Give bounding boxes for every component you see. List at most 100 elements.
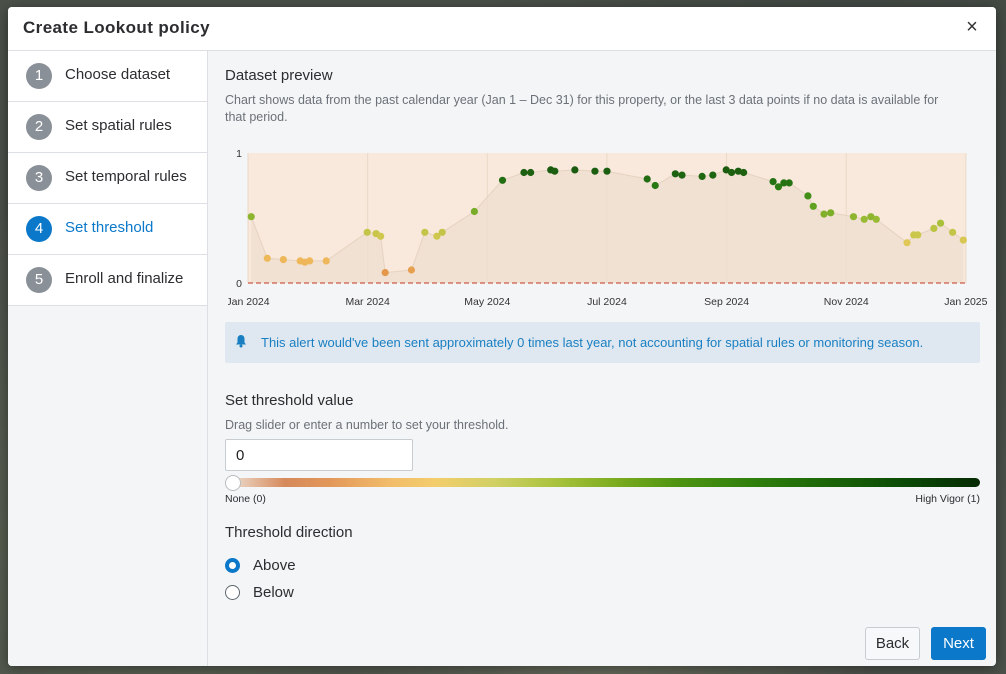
chart-point	[780, 179, 788, 187]
chart-point	[381, 269, 389, 277]
chart-point	[936, 219, 945, 227]
modal-header: Create Lookout policy ×	[8, 7, 996, 51]
slider-min-label: None (0)	[225, 493, 266, 505]
step-label: Set threshold	[65, 219, 154, 236]
bell-icon	[236, 335, 246, 348]
chart-point	[551, 167, 559, 175]
modal-title: Create Lookout policy	[23, 18, 210, 37]
chart-point	[377, 232, 385, 240]
step-label: Set spatial rules	[65, 117, 172, 134]
alert-banner: This alert would've been sent approximat…	[225, 322, 980, 363]
radio-label-below: Below	[253, 584, 294, 601]
chart-point	[643, 175, 651, 183]
chart-point	[678, 171, 686, 179]
step-number: 5	[26, 267, 52, 293]
radio-above[interactable]	[225, 558, 240, 573]
chart-point	[498, 176, 507, 184]
radio-below[interactable]	[225, 585, 240, 600]
threshold-help-text: Drag slider or enter a number to set you…	[225, 418, 509, 432]
chart-y-tick-0: 0	[236, 278, 242, 290]
chart-x-tick-label: Nov 2024	[824, 296, 869, 308]
chart-point	[959, 236, 967, 244]
chart-x-tick-label: Sep 2024	[704, 296, 749, 308]
threshold-slider-track[interactable]	[225, 478, 980, 487]
dataset-preview-chart: 0 1 Jan 2024 Mar 2024 May 2024 Jul 2024 Sep 20…	[226, 143, 988, 313]
next-button[interactable]: Next	[931, 627, 986, 660]
chart-point	[527, 168, 535, 177]
chart-point	[930, 224, 938, 232]
chart-point	[774, 183, 783, 191]
chart-x-tick-label: May 2024	[464, 296, 510, 308]
chart-point	[769, 178, 777, 186]
chart-point	[671, 170, 679, 178]
step-set-threshold[interactable]: 4 Set threshold	[8, 204, 207, 255]
chart-point	[727, 168, 736, 177]
chart-point	[785, 179, 793, 187]
chart-point	[322, 257, 330, 265]
step-choose-dataset[interactable]: 1 Choose dataset	[8, 51, 207, 102]
chart-point	[363, 228, 371, 236]
chart-point	[407, 266, 416, 274]
chart-x-tick-label: Jul 2024	[587, 296, 627, 308]
slider-max-label: High Vigor (1)	[915, 493, 980, 505]
chart-x-tick-label: Jan 2024	[228, 296, 270, 308]
step-number: 3	[26, 165, 52, 191]
step-set-temporal-rules[interactable]: 3 Set temporal rules	[8, 153, 207, 204]
step-set-spatial-rules[interactable]: 2 Set spatial rules	[8, 102, 207, 153]
threshold-value-title: Set threshold value	[225, 392, 354, 409]
chart-point	[247, 213, 255, 221]
dataset-preview-title: Dataset preview	[225, 67, 333, 84]
chart-point	[591, 167, 599, 175]
step-number: 1	[26, 63, 52, 89]
step-enroll-and-finalize[interactable]: 5 Enroll and finalize	[8, 255, 207, 306]
alert-text: This alert would've been sent approximat…	[261, 335, 924, 350]
chart-point	[651, 181, 659, 190]
chart-point	[867, 213, 875, 221]
preview-description-line-2: that period.	[225, 110, 288, 124]
threshold-slider-handle[interactable]	[225, 475, 241, 491]
chart-point	[722, 166, 730, 174]
step-label: Set temporal rules	[65, 168, 187, 185]
create-policy-modal: Create Lookout policy × 1 Choose dataset…	[8, 7, 996, 666]
chart-y-tick-1: 1	[236, 148, 242, 160]
chart-point	[470, 207, 478, 216]
chart-area	[251, 169, 964, 283]
chart-point	[804, 192, 812, 200]
chart-point	[860, 215, 868, 223]
chart-point	[571, 166, 579, 174]
chart-point	[827, 209, 835, 217]
chart-svg: 0 1 Jan 2024 Mar 2024 May 2024 Jul 2024 Sep 20…	[226, 148, 987, 308]
chart-point	[279, 256, 287, 264]
radio-label-above: Above	[253, 557, 296, 574]
chart-point	[849, 213, 858, 221]
chart-point	[740, 168, 748, 177]
chart-point	[433, 232, 441, 240]
chart-point	[421, 228, 429, 236]
step-label: Choose dataset	[65, 66, 171, 83]
chart-point	[306, 257, 314, 265]
threshold-step-content: Dataset preview Chart shows data from th…	[208, 51, 996, 666]
chart-point	[914, 231, 922, 239]
threshold-value-input[interactable]	[225, 439, 413, 471]
chart-point	[872, 215, 880, 223]
chart-point	[809, 202, 817, 210]
step-number: 2	[26, 114, 52, 140]
chart-x-tick-label: Jan 2025	[944, 296, 987, 308]
chart-point	[949, 228, 957, 236]
step-number: 4	[26, 216, 52, 242]
chart-point	[263, 254, 271, 262]
preview-description-line-1: Chart shows data from the past calendar …	[225, 93, 939, 107]
back-button[interactable]: Back	[865, 627, 920, 660]
chart-point	[820, 210, 828, 218]
chart-point	[520, 168, 528, 177]
close-icon[interactable]: ×	[966, 16, 978, 38]
chart-x-tick-label: Mar 2024	[345, 296, 390, 308]
chart-point	[903, 239, 911, 247]
steps-sidebar: 1 Choose dataset 2 Set spatial rules 3 S…	[8, 51, 208, 666]
threshold-direction-title: Threshold direction	[225, 524, 353, 541]
chart-point	[698, 172, 706, 180]
chart-point	[709, 171, 717, 179]
chart-point	[438, 228, 446, 236]
chart-point	[603, 167, 611, 175]
step-label: Enroll and finalize	[65, 270, 184, 287]
